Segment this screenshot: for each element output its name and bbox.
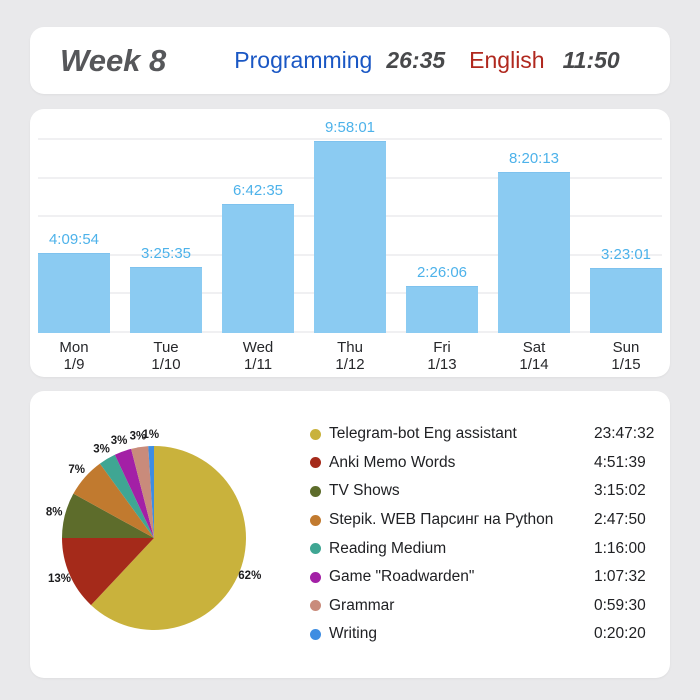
- bar-value-label: 4:09:54: [48, 230, 100, 248]
- pie-legend: Telegram-bot Eng assistant 23:47:32 Anki M…: [310, 420, 664, 649]
- legend-row[interactable]: Reading Medium 1:16:00: [310, 534, 664, 563]
- bar-value-label: 3:23:01: [600, 245, 652, 263]
- legend-time: 0:59:30: [594, 596, 646, 614]
- pie-percent-label: 8%: [46, 506, 63, 518]
- bar-value-label: 2:26:06: [416, 264, 468, 282]
- legend-color-dot: [310, 543, 321, 555]
- legend-time: 2:47:50: [594, 511, 646, 529]
- bar-tue[interactable]: [130, 267, 202, 333]
- legend-color-dot: [310, 485, 321, 497]
- daily-bar-chart-card: 4:09:54 3:25:35 6:42:35 9:58:01 2:26:06 8:20:…: [30, 109, 670, 377]
- legend-time: 4:51:39: [594, 453, 646, 471]
- day-label: Fri 1/13: [427, 339, 457, 373]
- bar-column: 3:25:35: [130, 109, 202, 333]
- legend-color-dot: [310, 457, 321, 469]
- gridline: [38, 138, 662, 141]
- week-summary-card: Week 8 Programming 26:35 English 11:50: [30, 27, 670, 94]
- legend-label: TV Shows: [329, 482, 400, 500]
- day-label: Thu 1/12: [335, 339, 365, 373]
- week-title: Week 8: [60, 42, 167, 78]
- legend-row[interactable]: Game "Roadwarden" 1:07:32: [310, 563, 664, 592]
- pie-slice[interactable]: [99, 454, 154, 538]
- legend-color-dot: [310, 628, 321, 640]
- stat-value-english: 11:50: [562, 47, 620, 73]
- activity-pie-card: 62% 13% 8% 7% 3% 3% 3% 1% Telegram-bot Eng assi…: [30, 391, 670, 678]
- legend-label: Game "Roadwarden": [329, 568, 475, 586]
- day-label: Tue 1/10: [151, 339, 181, 373]
- day-label: Sun 1/15: [611, 339, 641, 373]
- pie-slice[interactable]: [91, 446, 246, 630]
- bar-fri[interactable]: [406, 286, 478, 333]
- legend-label: Anki Memo Words: [329, 453, 456, 471]
- pie-percent-label: 1%: [142, 429, 159, 441]
- legend-color-dot: [310, 600, 321, 612]
- pie-percent-label: 3%: [93, 443, 110, 455]
- legend-row[interactable]: Stepik. WEB Парсинг на Python 2:47:50: [310, 506, 664, 535]
- pie-slice[interactable]: [62, 493, 154, 538]
- legend-row[interactable]: Grammar 0:59:30: [310, 592, 664, 621]
- pie-slice[interactable]: [148, 446, 154, 538]
- day-label: Sat 1/14: [519, 339, 549, 373]
- legend-time: 1:16:00: [594, 539, 646, 557]
- day-label: Wed 1/11: [242, 339, 274, 373]
- day-label: Mon 1/9: [59, 339, 89, 373]
- legend-color-dot: [310, 428, 321, 440]
- stat-label-programming: Programming: [234, 47, 373, 73]
- bar-mon[interactable]: [38, 252, 110, 333]
- bar-wed[interactable]: [222, 203, 294, 333]
- pie-percent-label: 3%: [111, 435, 128, 447]
- pie-slice[interactable]: [131, 446, 154, 538]
- legend-label: Reading Medium: [329, 539, 447, 557]
- bar-chart-x-axis: Mon 1/9 Tue 1/10 Wed 1/11 Thu 1/12 Fri 1/13 Sat 1/1…: [38, 339, 662, 373]
- bar-sat[interactable]: [498, 172, 570, 333]
- pie-slice[interactable]: [62, 538, 154, 606]
- bar-column: 6:42:35: [222, 109, 294, 333]
- legend-label: Grammar: [329, 596, 395, 614]
- bar-value-label: 9:58:01: [324, 118, 376, 136]
- bar-value-label: 8:20:13: [508, 150, 560, 168]
- bar-chart: 4:09:54 3:25:35 6:42:35 9:58:01 2:26:06 8:20:…: [38, 109, 662, 333]
- pie-percent-label: 62%: [238, 570, 261, 582]
- legend-label: Stepik. WEB Парсинг на Python: [329, 511, 554, 529]
- bar-thu[interactable]: [314, 140, 386, 333]
- bar-column: 4:09:54: [38, 109, 110, 333]
- bar-column: 8:20:13: [498, 109, 570, 333]
- legend-row[interactable]: Anki Memo Words 4:51:39: [310, 449, 664, 478]
- legend-label: Telegram-bot Eng assistant: [329, 425, 517, 443]
- bar-value-label: 6:42:35: [232, 181, 284, 199]
- bar-column: 2:26:06: [406, 109, 478, 333]
- pie-percent-label: 3%: [130, 430, 147, 442]
- legend-color-dot: [310, 571, 321, 583]
- legend-row[interactable]: Writing 0:20:20: [310, 620, 664, 649]
- legend-row[interactable]: Telegram-bot Eng assistant 23:47:32: [310, 420, 664, 449]
- stat-value-programming: 26:35: [386, 47, 446, 73]
- stat-english: English 11:50: [469, 47, 620, 74]
- legend-color-dot: [310, 514, 321, 526]
- bar-sun[interactable]: [590, 267, 662, 333]
- stat-label-english: English: [469, 47, 545, 73]
- legend-time: 23:47:32: [594, 425, 655, 443]
- legend-time: 3:15:02: [594, 482, 646, 500]
- legend-time: 0:20:20: [594, 625, 646, 643]
- pie-slice[interactable]: [114, 448, 154, 538]
- stat-programming: Programming 26:35: [234, 47, 445, 74]
- bar-value-label: 3:25:35: [140, 244, 192, 262]
- pie-chart: 62%13%8%7%3%3% 3%1%: [46, 429, 261, 630]
- legend-label: Writing: [329, 625, 377, 643]
- pie-slice[interactable]: [73, 463, 154, 538]
- bar-column: 9:58:01: [314, 109, 386, 333]
- pie-percent-label: 13%: [48, 573, 71, 585]
- legend-time: 1:07:32: [594, 568, 646, 586]
- pie-percent-label: 7%: [68, 464, 85, 476]
- legend-row[interactable]: TV Shows 3:15:02: [310, 477, 664, 506]
- bar-column: 3:23:01: [590, 109, 662, 333]
